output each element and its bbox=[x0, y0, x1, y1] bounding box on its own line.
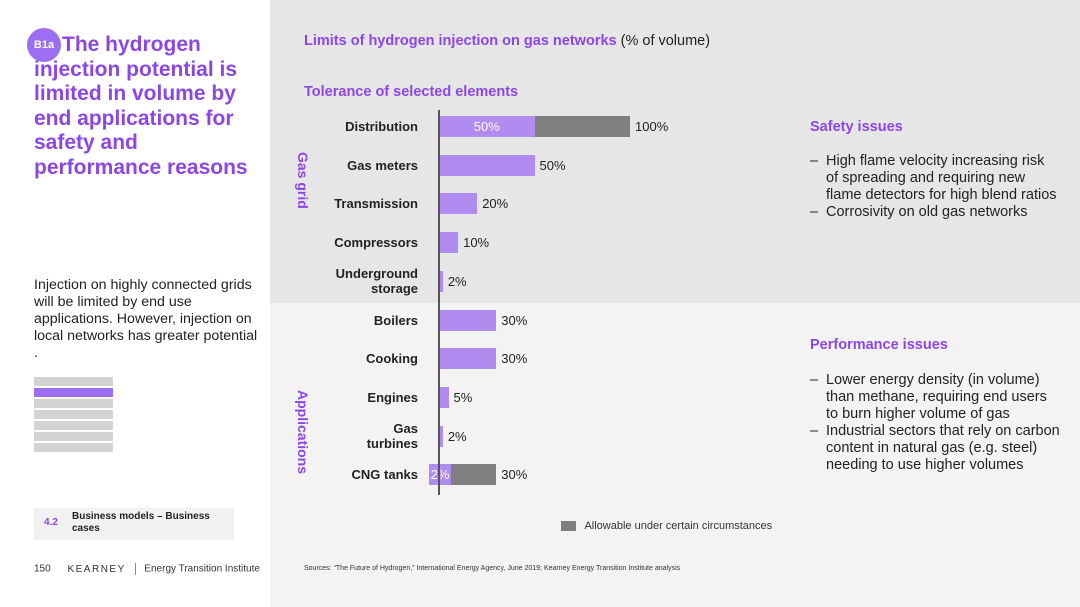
bar-tolerance-cooking bbox=[439, 348, 497, 370]
bar-tolerance-boilers bbox=[439, 309, 497, 331]
category-label-cng-tanks: CNG tanks bbox=[351, 467, 418, 483]
summary-text: Injection on highly connected grids will… bbox=[34, 277, 258, 361]
list-item: – High flame velocity increasing risk of… bbox=[810, 153, 1060, 204]
left-column: The hydrogen injection potential is limi… bbox=[0, 0, 270, 607]
bar-tolerance-engines bbox=[439, 386, 449, 408]
bar-tolerance-transmission bbox=[439, 193, 478, 215]
sources-note: Sources: “The Future of Hydrogen,” Inter… bbox=[304, 565, 681, 572]
legend-label: Allowable under certain circumstances bbox=[584, 520, 773, 532]
toc-bar-active bbox=[34, 388, 113, 397]
bar-tolerance-distribution bbox=[439, 116, 535, 137]
slide-badge: B1a bbox=[27, 28, 61, 62]
category-label-distribution: Distribution bbox=[345, 119, 418, 134]
bar-tolerance-compressors bbox=[439, 232, 459, 254]
section-progress-indicator bbox=[34, 377, 113, 454]
section-name: Business models – Business cases bbox=[72, 511, 210, 534]
category-label-gas-turbines: Gas turbines bbox=[366, 420, 418, 451]
page-title: The hydrogen injection potential is limi… bbox=[34, 33, 248, 179]
chart-legend: Allowable under certain circumstances bbox=[561, 520, 772, 532]
list-item: – Lower energy density (in volume) than … bbox=[810, 372, 1060, 423]
category-label-boilers: Boilers bbox=[373, 312, 418, 328]
bar-allowable-label-distribution: 100% bbox=[635, 119, 669, 134]
dash-bullet: – bbox=[810, 423, 819, 439]
chart-title-unit: (% of volume) bbox=[620, 33, 711, 49]
list-item: – Industrial sectors that rely on carbon… bbox=[810, 423, 1060, 474]
bar-tolerance-gas-meters bbox=[439, 154, 535, 176]
dash-bullet: – bbox=[810, 372, 819, 388]
page-number: 150 bbox=[34, 563, 51, 575]
toc-bar bbox=[34, 443, 113, 452]
safety-issue-text: Corrosivity on old gas networks bbox=[826, 204, 1028, 220]
institute-name: Energy Transition Institute bbox=[144, 563, 260, 575]
chart-title: Limits of hydrogen injection on gas netw… bbox=[304, 33, 710, 49]
bar-value-label-boilers: 30% bbox=[501, 312, 528, 328]
toc-bar bbox=[34, 377, 113, 386]
safety-issue-text: High flame velocity increasing risk of s… bbox=[826, 153, 1057, 203]
toc-bar bbox=[34, 410, 113, 419]
bar-value-label-gas-turbines: 2% bbox=[447, 428, 467, 444]
dash-bullet: – bbox=[810, 204, 819, 220]
bar-value-label-underground-storage: 2% bbox=[447, 273, 467, 289]
list-item: – Corrosivity on old gas networks bbox=[810, 204, 1060, 221]
bar-value-label-distribution: 50% bbox=[473, 119, 500, 134]
bar-tolerance-underground-storage bbox=[439, 270, 443, 292]
bar-value-label-gas-meters: 50% bbox=[539, 157, 566, 173]
chart-axis-line bbox=[438, 110, 440, 495]
safety-issues-list: – High flame velocity increasing risk of… bbox=[810, 153, 1060, 221]
legend-swatch-allowable bbox=[561, 521, 576, 532]
bar-value-label-cng-tanks: 2% bbox=[429, 464, 451, 486]
toc-bar bbox=[34, 432, 113, 441]
bar-allowable-cng-tanks bbox=[439, 464, 497, 486]
category-label-cooking: Cooking bbox=[366, 351, 418, 367]
chart-title-highlight: Limits of hydrogen injection on gas netw… bbox=[304, 33, 617, 49]
section-number: 4.2 bbox=[44, 517, 58, 528]
dash-bullet: – bbox=[810, 153, 819, 169]
group-label-gas-grid: Gas grid bbox=[295, 152, 311, 209]
bar-value-label-cooking: 30% bbox=[501, 351, 528, 367]
category-label-compressors: Compressors bbox=[334, 235, 418, 251]
chart-subtitle: Tolerance of selected elements bbox=[304, 84, 519, 100]
bar-tolerance-gas-turbines bbox=[439, 425, 443, 447]
bar-allowable-label-cng-tanks: 30% bbox=[501, 467, 528, 483]
gas-grid-panel bbox=[270, 0, 1080, 303]
applications-panel bbox=[270, 303, 1080, 607]
toc-bar bbox=[34, 399, 113, 408]
performance-issue-text: Industrial sectors that rely on carbon c… bbox=[826, 423, 1060, 473]
category-label-gas-meters: Gas meters bbox=[347, 157, 418, 173]
bar-value-label-engines: 5% bbox=[453, 389, 473, 405]
category-label-engines: Engines bbox=[367, 389, 418, 405]
brand-name: KEARNEY bbox=[67, 563, 126, 575]
section-tag: 4.2 Business models – Business cases bbox=[34, 508, 234, 540]
footer-divider bbox=[134, 563, 136, 575]
performance-issue-text: Lower energy density (in volume) than me… bbox=[826, 372, 1047, 422]
safety-issues-title: Safety issues bbox=[810, 119, 903, 135]
category-label-underground-storage: Underground storage bbox=[335, 265, 418, 296]
toc-bar bbox=[34, 421, 113, 430]
bar-value-label-transmission: 20% bbox=[482, 196, 509, 212]
performance-issues-title: Performance issues bbox=[810, 337, 948, 353]
category-label-transmission: Transmission bbox=[334, 196, 418, 212]
footer: 150 KEARNEY Energy Transition Institute bbox=[34, 563, 260, 575]
group-label-applications: Applications bbox=[295, 390, 311, 475]
bar-value-label-compressors: 10% bbox=[463, 235, 490, 251]
performance-issues-list: – Lower energy density (in volume) than … bbox=[810, 372, 1060, 474]
